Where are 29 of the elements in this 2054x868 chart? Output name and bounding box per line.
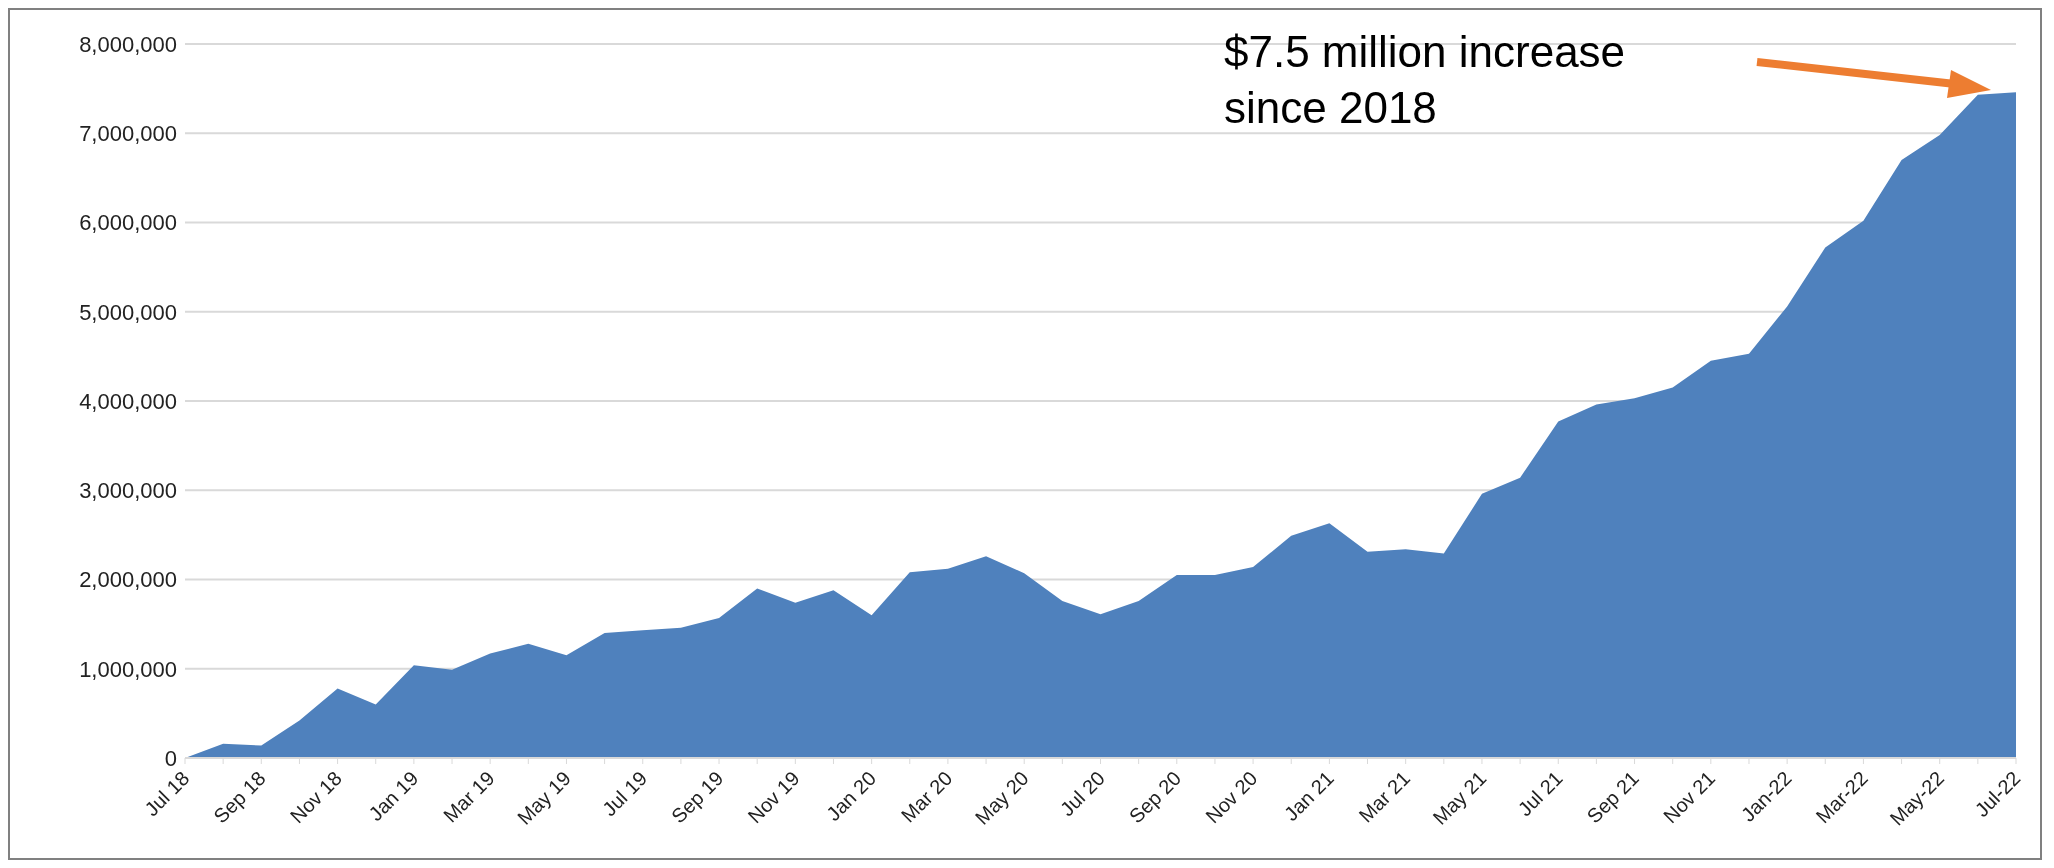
x-tick-label: Nov 21 [1658, 766, 1720, 828]
x-tick-label: Sep 20 [1124, 766, 1186, 828]
annotation: $7.5 million increase since 2018 [1224, 26, 1627, 134]
y-tick-label: 2,000,000 [79, 567, 177, 593]
x-tick-label: Jan 19 [364, 766, 423, 825]
y-tick-label: 1,000,000 [79, 656, 177, 682]
x-tick-label: Nov 20 [1201, 766, 1262, 828]
x-tick-label: Jul 19 [597, 766, 652, 821]
y-tick-label: 5,000,000 [79, 299, 177, 325]
x-tick-label: Sep 19 [667, 766, 728, 828]
y-tick-label: 6,000,000 [79, 210, 177, 236]
y-tick-label: 7,000,000 [79, 121, 177, 147]
x-tick-label: Sep 21 [1582, 766, 1644, 828]
x-tick-label: Nov 19 [743, 766, 804, 828]
x-tick-label: Mar 20 [896, 766, 957, 827]
y-tick-label: 3,000,000 [79, 478, 177, 504]
y-tick-label: 4,000,000 [79, 388, 177, 414]
x-tick-label: May 19 [513, 766, 575, 829]
x-tick-label: Jul 21 [1513, 766, 1567, 821]
x-tick-label: May 21 [1428, 766, 1491, 829]
x-tick-label: Jan 20 [822, 766, 881, 825]
x-tick-label: Mar 21 [1354, 766, 1415, 827]
x-tick-label: Mar 19 [439, 766, 499, 827]
x-tick-label: Jul 20 [1055, 766, 1109, 821]
y-tick-label: 8,000,000 [79, 31, 177, 57]
x-tick-label: Sep 18 [209, 766, 270, 828]
x-tick-label: Jan 21 [1279, 766, 1338, 825]
x-tick-label: May 20 [970, 766, 1033, 829]
x-tick-label: Nov 18 [285, 766, 347, 828]
